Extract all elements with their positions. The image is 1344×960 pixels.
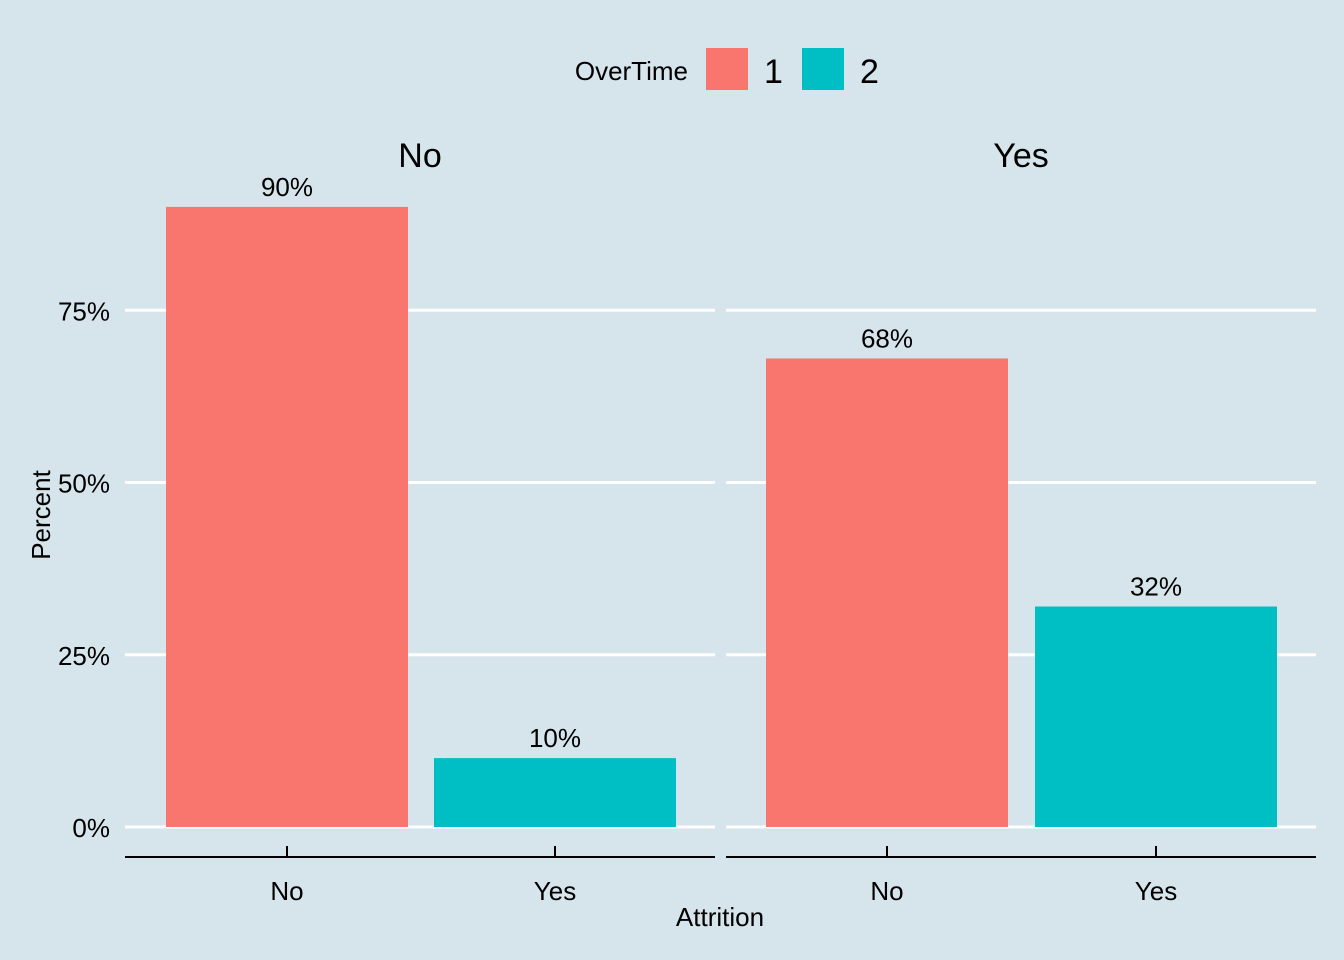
bar-value-label: 32% [1130,572,1182,602]
facet-title: Yes [993,137,1048,175]
bar-value-label: 68% [861,323,913,353]
facet-title: No [398,137,441,175]
legend-swatch-2 [802,48,844,90]
bar [434,758,676,827]
y-tick-label: 0% [72,813,110,843]
x-tick-label: No [870,876,903,906]
y-tick-label: 25% [58,641,110,671]
bar-value-label: 90% [261,172,313,202]
bar [766,358,1008,827]
y-axis-title: Percent [26,469,56,559]
legend-label-2: 2 [860,53,879,91]
x-tick-label: Yes [534,876,576,906]
x-axis-title: Attrition [676,902,764,932]
x-tick-label: No [270,876,303,906]
bar-value-label: 10% [529,723,581,753]
legend-label-1: 1 [764,53,783,91]
legend-swatch-1 [706,48,748,90]
bar [1035,606,1277,827]
bar [166,206,408,827]
y-tick-label: 75% [58,296,110,326]
x-tick-label: Yes [1135,876,1177,906]
legend: OverTime 1 2 [575,48,879,91]
legend-title: OverTime [575,56,688,86]
y-tick-label: 50% [58,469,110,499]
